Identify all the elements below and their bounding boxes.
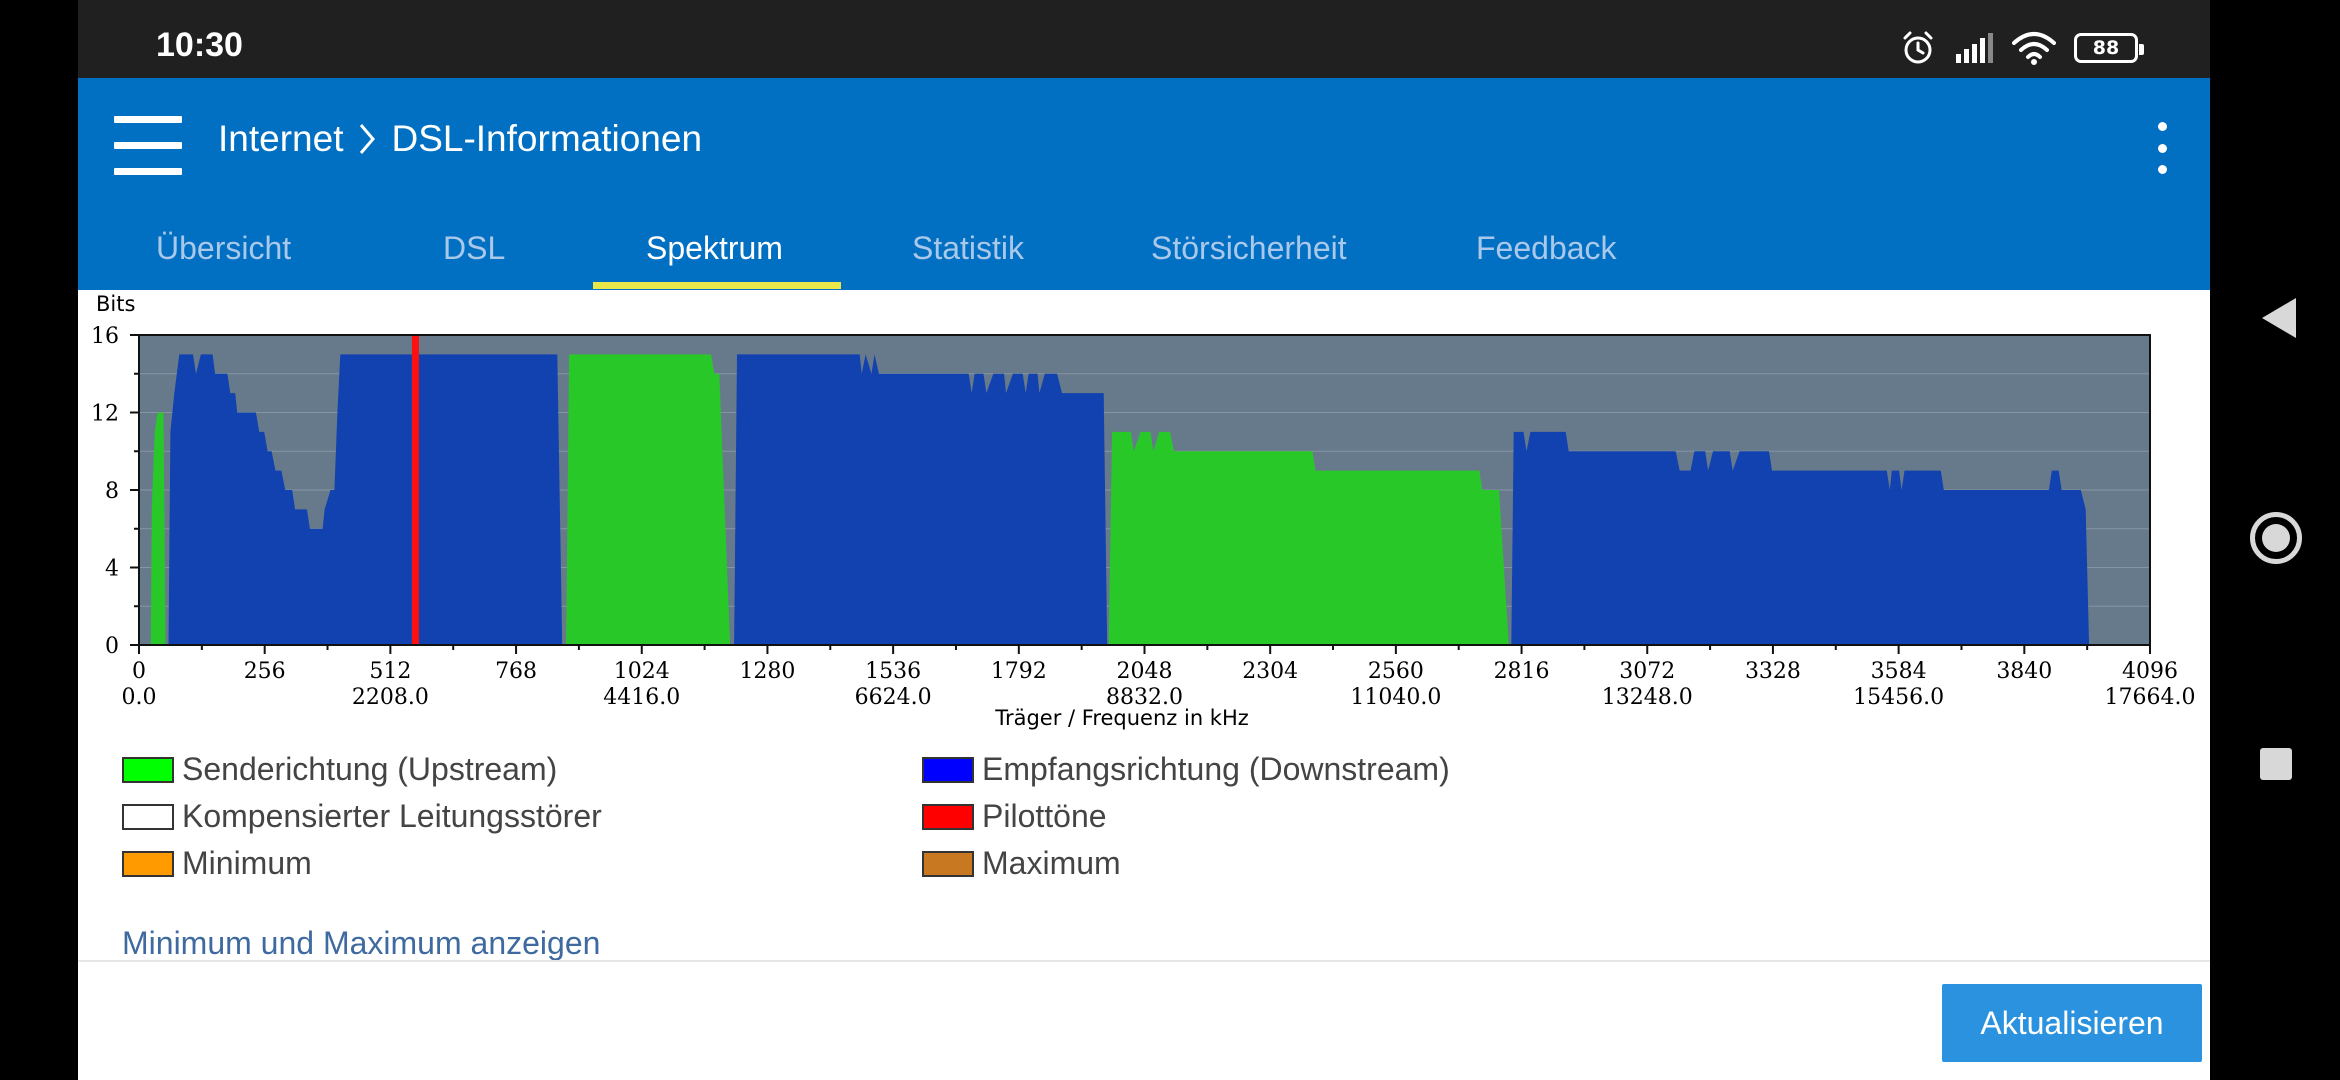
toggle-minmax-link[interactable]: Minimum und Maximum anzeigen bbox=[122, 925, 601, 961]
y-axis-label: Bits bbox=[96, 292, 135, 316]
wifi-icon bbox=[2012, 32, 2056, 65]
fritz-app: 10:30 bbox=[78, 0, 2210, 1080]
spectrum-chart: 0 4 8 12 16 Bits 0 256 512 768 1024 1280 1536 1792 204… bbox=[91, 292, 2196, 730]
divider bbox=[78, 960, 2210, 962]
pilot-tone bbox=[411, 335, 419, 645]
x-freq-label: 0.0 bbox=[122, 685, 157, 710]
legend-label: Maximum bbox=[982, 845, 1121, 881]
legend-item: Senderichtung (Upstream) bbox=[122, 751, 557, 788]
y-tick-label: 4 bbox=[105, 557, 119, 582]
x-tick-label: 3840 bbox=[1996, 659, 2052, 684]
system-nav-bar bbox=[2210, 0, 2340, 1080]
x-tick-label: 2304 bbox=[1242, 659, 1298, 684]
upstream-band bbox=[150, 412, 166, 645]
breadcrumb-dsl-informationen: DSL-Informationen bbox=[391, 118, 703, 159]
legend-swatch bbox=[922, 756, 974, 783]
legend: Senderichtung (Upstream) Empfangsrichtung… bbox=[78, 745, 2210, 895]
x-freq-label: 13248.0 bbox=[1602, 685, 1693, 710]
legend-label: Pilottöne bbox=[982, 798, 1107, 834]
x-freq-label: 17664.0 bbox=[2105, 685, 2196, 710]
x-freq-label: 2208.0 bbox=[352, 685, 429, 710]
app-bar: Internet DSL-Informationen Übersicht DSL… bbox=[78, 78, 2210, 290]
x-freq-label: 15456.0 bbox=[1853, 685, 1944, 710]
x-tick-label: 2560 bbox=[1368, 659, 1424, 684]
x-tick-label: 2048 bbox=[1117, 659, 1173, 684]
spectrum-chart-area: 0 4 8 12 16 Bits 0 256 512 768 1024 1280 1536 1792 204… bbox=[78, 290, 2210, 750]
x-freq-label: 11040.0 bbox=[1350, 685, 1441, 710]
downstream-band bbox=[1511, 431, 2090, 645]
legend-label: Senderichtung (Upstream) bbox=[182, 751, 558, 787]
tab-spektrum[interactable]: Spektrum bbox=[646, 230, 783, 266]
legend-item: Pilottöne bbox=[922, 798, 1107, 835]
x-freq-label: 4416.0 bbox=[603, 685, 680, 710]
y-tick-label: 12 bbox=[91, 402, 119, 427]
x-tick-label: 2816 bbox=[1494, 659, 1550, 684]
status-time: 10:30 bbox=[156, 26, 243, 64]
status-bar: 10:30 bbox=[78, 0, 2210, 78]
x-tick-label: 0 bbox=[132, 659, 146, 684]
y-tick-label: 16 bbox=[91, 324, 119, 349]
legend-item: Empfangsrichtung (Downstream) bbox=[922, 751, 1450, 788]
legend-swatch bbox=[122, 803, 174, 830]
legend-swatch bbox=[922, 803, 974, 830]
tab-feedback[interactable]: Feedback bbox=[1476, 230, 1617, 266]
x-tick-label: 768 bbox=[495, 659, 537, 684]
breadcrumb-internet[interactable]: Internet bbox=[218, 118, 344, 159]
alarm-icon bbox=[1903, 31, 1933, 64]
legend-swatch bbox=[122, 756, 174, 783]
tab-uebersicht[interactable]: Übersicht bbox=[156, 230, 292, 266]
x-tick-label: 256 bbox=[244, 659, 286, 684]
x-tick-label: 1280 bbox=[739, 659, 795, 684]
x-tick-label: 1024 bbox=[614, 659, 670, 684]
legend-label: Empfangsrichtung (Downstream) bbox=[982, 751, 1450, 787]
legend-swatch bbox=[922, 850, 974, 877]
upstream-band bbox=[1108, 431, 1509, 645]
x-tick-label: 1536 bbox=[865, 659, 921, 684]
tab-stoersicherheit[interactable]: Störsicherheit bbox=[1151, 230, 1347, 266]
legend-item: Maximum bbox=[922, 845, 1121, 882]
x-tick-label: 3328 bbox=[1745, 659, 1801, 684]
recents-icon[interactable] bbox=[2260, 748, 2292, 780]
x-tick-label: 3072 bbox=[1619, 659, 1675, 684]
back-icon[interactable] bbox=[2262, 298, 2296, 338]
x-tick-label: 1792 bbox=[991, 659, 1047, 684]
refresh-button[interactable]: Aktualisieren bbox=[1942, 984, 2202, 1062]
hamburger-icon[interactable] bbox=[110, 114, 186, 182]
battery-level: 88 bbox=[2092, 37, 2120, 59]
x-tick-label: 4096 bbox=[2122, 659, 2178, 684]
status-icons: 88 bbox=[1900, 28, 2144, 68]
legend-swatch bbox=[122, 850, 174, 877]
tab-bar: Übersicht DSL Spektrum Statistik Störsic… bbox=[78, 218, 2210, 290]
upstream-band bbox=[566, 354, 731, 645]
tab-statistik[interactable]: Statistik bbox=[912, 230, 1025, 266]
y-tick-label: 0 bbox=[105, 634, 119, 659]
x-tick-label: 512 bbox=[369, 659, 411, 684]
breadcrumb: Internet DSL-Informationen bbox=[218, 118, 702, 160]
x-axis-label: Träger / Frequenz in kHz bbox=[994, 706, 1249, 730]
more-vert-icon[interactable] bbox=[2140, 118, 2184, 178]
signal-icon bbox=[1956, 33, 1993, 63]
tab-dsl[interactable]: DSL bbox=[443, 230, 506, 266]
x-tick-label: 3584 bbox=[1871, 659, 1927, 684]
chevron-right-icon bbox=[360, 124, 376, 154]
home-icon[interactable] bbox=[2250, 512, 2302, 564]
legend-item: Minimum bbox=[122, 845, 312, 882]
x-freq-label: 8832.0 bbox=[1106, 685, 1183, 710]
tab-indicator bbox=[593, 282, 841, 289]
legend-label: Minimum bbox=[182, 845, 312, 881]
legend-item: Kompensierter Leitungsstörer bbox=[122, 798, 602, 835]
battery-icon: 88 bbox=[2074, 33, 2144, 63]
downstream-band bbox=[168, 354, 563, 645]
legend-label: Kompensierter Leitungsstörer bbox=[182, 798, 602, 834]
downstream-band bbox=[734, 354, 1108, 645]
x-freq-label: 6624.0 bbox=[855, 685, 932, 710]
y-tick-label: 8 bbox=[105, 479, 119, 504]
